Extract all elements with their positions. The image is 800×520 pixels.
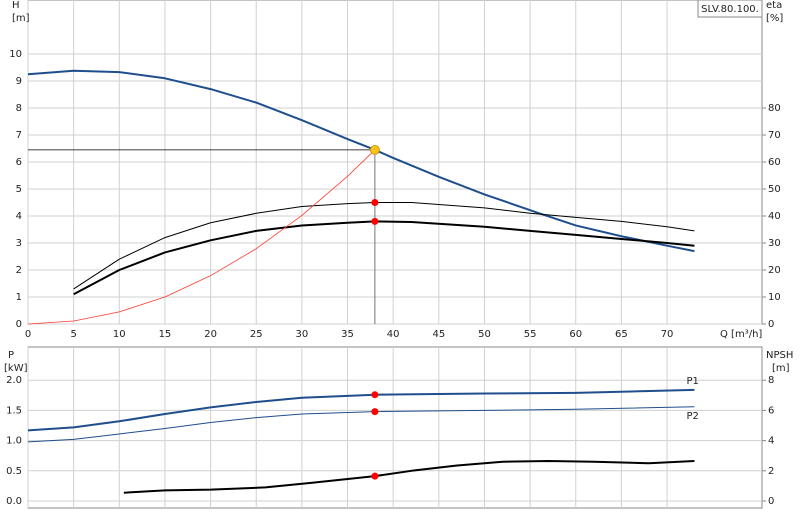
curve-label: P2 [686, 411, 698, 422]
curve [27, 388, 695, 432]
y-tick-label: 10 [9, 49, 22, 60]
x-tick-label: 35 [341, 329, 354, 340]
y-axis-label: H [12, 0, 20, 11]
x-tick-label: 10 [113, 329, 126, 340]
curve [123, 459, 695, 494]
operating-marker [371, 408, 379, 416]
y2-tick-label: 60 [768, 157, 781, 168]
y2-axis-label: eta [766, 0, 782, 11]
y2-tick-label: 4 [768, 436, 774, 447]
operating-marker [371, 199, 379, 206]
y-tick-label: 0.5 [6, 466, 22, 477]
curve [73, 202, 695, 290]
curve-label: P1 [686, 376, 698, 387]
y2-tick-label: 0 [768, 319, 774, 330]
y-tick-label: 4 [16, 211, 22, 222]
x-tick-label: 45 [432, 329, 445, 340]
y-tick-label: 3 [16, 238, 22, 249]
y2-tick-label: 0 [768, 496, 774, 507]
y2-tick-label: 10 [768, 292, 781, 303]
y2-tick-label: 6 [768, 405, 774, 416]
plot-frame [27, 346, 763, 509]
x-tick-label: 20 [204, 329, 217, 340]
y2-axis-unit: [%] [766, 13, 783, 24]
y2-tick-label: 2 [768, 466, 774, 477]
y2-tick-label: 50 [768, 184, 781, 195]
y2-axis-unit: [m] [772, 363, 790, 374]
y2-tick-label: 8 [768, 375, 774, 386]
x-tick-label: 55 [524, 329, 537, 340]
y-tick-label: 2.0 [6, 375, 22, 386]
x-tick-label: 40 [387, 329, 400, 340]
x-tick-label: 65 [615, 329, 628, 340]
y2-tick-label: 80 [768, 103, 781, 114]
x-tick-label: 70 [661, 329, 674, 340]
y-axis-label: P [8, 350, 14, 361]
operating-marker [371, 217, 379, 225]
operating-marker [371, 472, 379, 480]
x-tick-label: 25 [250, 329, 263, 340]
y2-tick-label: 30 [768, 238, 781, 249]
y-tick-label: 8 [16, 103, 22, 114]
y-axis-unit: [m] [12, 13, 30, 24]
operating-marker [371, 391, 379, 399]
x-tick-label: 50 [478, 329, 491, 340]
y2-tick-label: 70 [768, 130, 781, 141]
y-tick-label: 5 [16, 184, 22, 195]
x-tick-label: 5 [70, 329, 76, 340]
duty-point [370, 144, 380, 155]
product-box [697, 0, 763, 18]
x-tick-label: 0 [25, 329, 31, 340]
curve [27, 406, 695, 443]
y2-tick-label: 20 [768, 265, 781, 276]
y-tick-label: 1.0 [6, 436, 22, 447]
x-axis-label: Q [m³/h] [720, 329, 762, 340]
y2-tick-label: 40 [768, 211, 781, 222]
curve [27, 69, 695, 253]
y2-axis-label: NPSH [766, 350, 793, 361]
x-tick-label: 60 [569, 329, 582, 340]
y-axis-unit: [kW] [4, 363, 28, 374]
y-tick-label: 0 [16, 319, 22, 330]
y-tick-label: 1.5 [6, 405, 22, 416]
y-tick-label: 7 [16, 130, 22, 141]
y-tick-label: 0.0 [6, 496, 22, 507]
curve [27, 149, 376, 325]
y-tick-label: 2 [16, 265, 22, 276]
y-tick-label: 6 [16, 157, 22, 168]
product-label: SLV.80.100. [701, 4, 759, 15]
y-tick-label: 9 [16, 76, 22, 87]
y-tick-label: 1 [16, 292, 22, 303]
x-tick-label: 30 [296, 329, 309, 340]
x-tick-label: 15 [159, 329, 172, 340]
